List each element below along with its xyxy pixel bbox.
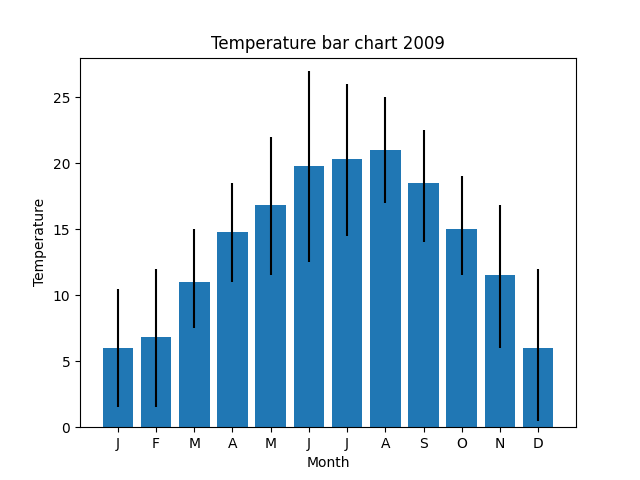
Bar <box>523 348 554 427</box>
Bar <box>447 229 477 427</box>
Bar <box>370 150 401 427</box>
X-axis label: Month: Month <box>307 456 349 470</box>
Bar <box>294 166 324 427</box>
Bar <box>217 232 248 427</box>
Bar <box>408 183 439 427</box>
Bar <box>179 282 209 427</box>
Y-axis label: Temperature: Temperature <box>33 198 47 287</box>
Bar <box>255 205 286 427</box>
Title: Temperature bar chart 2009: Temperature bar chart 2009 <box>211 35 445 53</box>
Bar <box>141 337 172 427</box>
Bar <box>102 348 133 427</box>
Bar <box>332 159 362 427</box>
Bar <box>484 276 515 427</box>
